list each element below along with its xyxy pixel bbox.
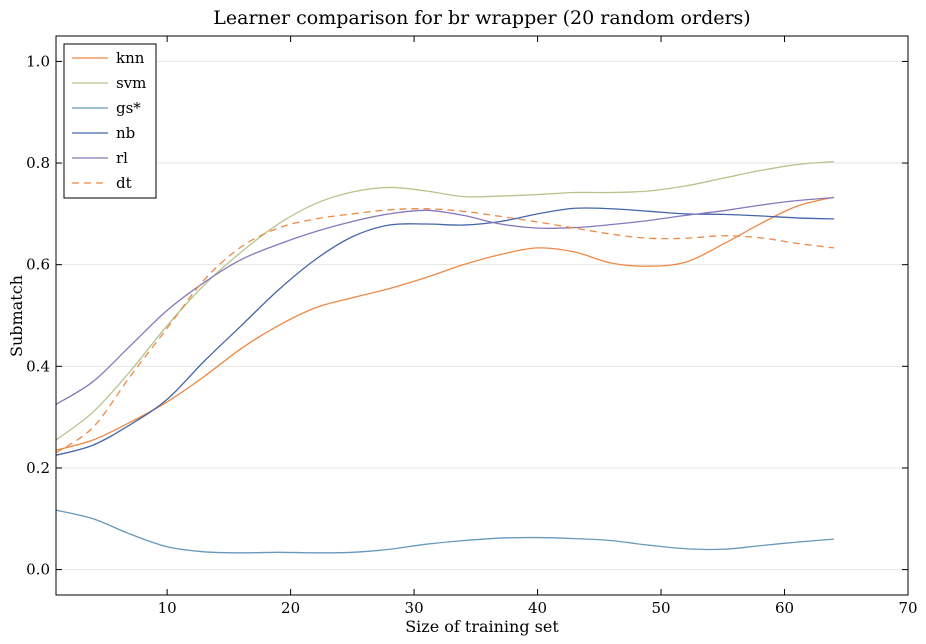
x-tick-label: 40 (528, 599, 547, 617)
series-line-knn (55, 196, 835, 451)
y-tick-label: 0.2 (26, 459, 50, 477)
y-tick-label: 1.0 (26, 52, 50, 70)
x-tick-label: 10 (158, 599, 177, 617)
y-tick-label: 0.6 (26, 256, 50, 274)
y-tick-label: 0.8 (26, 154, 50, 172)
x-tick-label: 70 (898, 599, 917, 617)
x-tick-label: 60 (775, 599, 794, 617)
series-line-gs (55, 509, 834, 554)
legend-label: svm (116, 74, 146, 92)
legend-box (63, 43, 157, 199)
legend-label: gs* (116, 99, 141, 117)
y-tick-label: 0.0 (26, 561, 50, 579)
legend-label: nb (116, 124, 135, 142)
series-line-dt (55, 208, 834, 454)
legend-label: rl (116, 149, 128, 167)
x-axis-label: Size of training set (405, 617, 559, 636)
y-tick-label: 0.4 (26, 357, 50, 375)
series-line-nb (55, 207, 834, 456)
y-axis-label: Submatch (7, 275, 26, 357)
x-tick-label: 20 (281, 599, 300, 617)
plot-frame (55, 35, 909, 596)
chart-title: Learner comparison for br wrapper (20 ra… (213, 7, 750, 29)
ticks: 0.0 0.2 0.4 0.6 0.8 1.0 10 20 30 40 50 60 70 (26, 36, 918, 617)
grid (56, 60, 908, 571)
x-tick-label: 30 (405, 599, 424, 617)
series-line-svm (55, 160, 834, 441)
x-tick-label: 50 (651, 599, 670, 617)
legend-label: knn (116, 49, 145, 67)
series-line-rl (55, 196, 834, 405)
legend: knn svm gs* nb rl dt (63, 43, 157, 199)
legend-label: dt (116, 174, 132, 192)
series-layer (55, 160, 835, 554)
